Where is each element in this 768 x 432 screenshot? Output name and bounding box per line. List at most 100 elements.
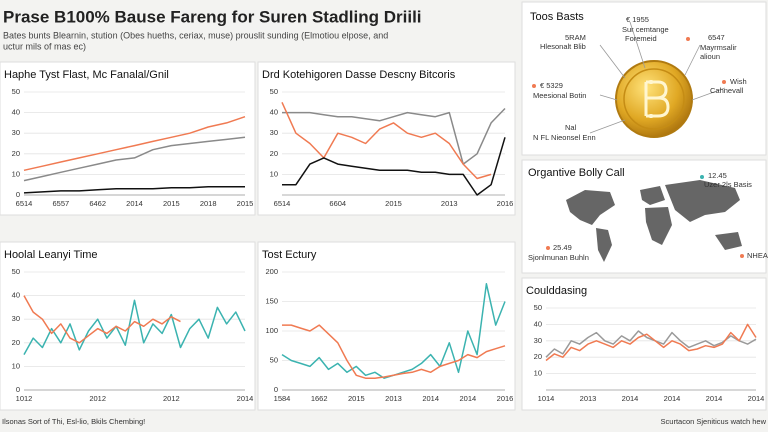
y-tick-label: 10: [270, 169, 278, 178]
subtitle: uctur mils of mas ec): [3, 41, 86, 51]
continent: [566, 190, 615, 225]
label: NHEAL: [747, 251, 768, 260]
series-line: [23, 136, 246, 182]
continent: [645, 207, 672, 245]
footer-right: Scurtacon Sjeniticus watch hew: [661, 417, 767, 426]
continent: [715, 232, 742, 250]
map-panel: Organtive Bolly Call 12.45 Uzer 2ls Basi…: [521, 159, 768, 274]
series-line: [23, 299, 246, 355]
dot: [546, 246, 550, 250]
x-tick-label: 2015: [163, 199, 180, 208]
x-tick-label: 1012: [16, 394, 33, 403]
label: Meesional Botin: [533, 91, 586, 100]
y-tick-label: 50: [270, 355, 278, 364]
y-tick-label: 30: [534, 336, 542, 345]
y-tick-label: 40: [12, 291, 20, 300]
dot: [532, 84, 536, 88]
x-tick-label: 2014: [748, 394, 765, 403]
x-tick-label: 2014: [422, 394, 439, 403]
coin-rim: [623, 68, 685, 130]
footer-left: Ilsonas Sort of Thi, Esl-lio, Bkils Chem…: [2, 417, 145, 426]
dot: [722, 80, 726, 84]
y-tick-label: 30: [12, 314, 20, 323]
panel: [257, 61, 516, 216]
connector: [629, 21, 646, 69]
bitcoin-panel: Toos Basts € 1955 Sur cemtange Foremeid …: [521, 1, 767, 156]
y-tick-label: 0: [16, 190, 20, 199]
y-tick-label: 200: [265, 267, 278, 276]
dot: [686, 37, 690, 41]
y-tick-label: 0: [16, 385, 20, 394]
coin-symbol: [644, 80, 670, 118]
x-tick-label: 2012: [89, 394, 106, 403]
chart-title: Coulddasing: [526, 285, 587, 297]
series-line: [282, 324, 506, 379]
x-tick-label: 2013: [441, 199, 458, 208]
x-tick-label: 2014: [126, 199, 143, 208]
label: Foremeid: [625, 34, 657, 43]
x-tick-label: 1662: [311, 394, 328, 403]
x-tick-label: 2015: [348, 394, 365, 403]
y-tick-label: 40: [534, 319, 542, 328]
label: Sur cemtange: [622, 25, 669, 34]
label: € 5329: [540, 81, 563, 90]
x-tick-label: 6514: [16, 199, 33, 208]
panel: [521, 277, 767, 411]
series-line: [23, 295, 181, 344]
panel-title: Organtive Bolly Call: [528, 167, 625, 179]
series-line: [282, 137, 506, 196]
label: 25.49: [553, 243, 572, 252]
x-tick-label: 1584: [274, 394, 291, 403]
x-tick-label: 2014: [706, 394, 723, 403]
y-tick-label: 0: [274, 385, 278, 394]
connector: [589, 119, 626, 134]
x-tick-label: 2013: [580, 394, 597, 403]
x-tick-label: 2018: [200, 199, 217, 208]
x-tick-label: 2015: [385, 199, 402, 208]
y-tick-label: 30: [12, 128, 20, 137]
y-tick-label: 50: [12, 87, 20, 96]
panel: [0, 241, 256, 411]
chart-title: Tost Ectury: [262, 249, 317, 261]
y-tick-label: 10: [12, 169, 20, 178]
y-tick-label: 50: [270, 87, 278, 96]
x-tick-label: 2014: [459, 394, 476, 403]
continent: [596, 228, 612, 262]
page-title: Prase B100% Bause Fareng for Suren Stadl…: [3, 7, 422, 26]
series-line: [23, 186, 245, 194]
y-tick-label: 30: [270, 128, 278, 137]
y-tick-label: 20: [270, 149, 278, 158]
y-tick-label: 40: [270, 108, 278, 117]
label: N FL Nieonsel Enn: [533, 133, 596, 142]
connector: [599, 94, 618, 101]
label: 6547: [708, 33, 725, 42]
y-tick-label: 20: [12, 338, 20, 347]
dot: [740, 254, 744, 258]
label: Mayrmsalir: [700, 43, 737, 52]
y-tick-label: 40: [12, 108, 20, 117]
x-tick-label: 2016: [497, 199, 514, 208]
subtitle: Bates bunts Blearnin, stution (Obes huet…: [3, 30, 388, 40]
x-tick-label: 6514: [274, 199, 291, 208]
series-line: [23, 115, 246, 172]
dot: [700, 175, 704, 179]
y-tick-label: 20: [12, 149, 20, 158]
y-tick-label: 10: [12, 361, 20, 370]
label: € 1955: [626, 15, 649, 24]
continent: [665, 180, 740, 222]
label: Wish: [730, 77, 747, 86]
y-tick-label: 100: [265, 326, 278, 335]
x-tick-label: 2013: [385, 394, 402, 403]
x-tick-label: 6557: [52, 199, 69, 208]
label: 12.45: [708, 171, 727, 180]
panel: [257, 241, 516, 411]
panel-title: Toos Basts: [530, 11, 584, 23]
series-line: [545, 323, 757, 362]
series-line: [545, 330, 757, 358]
panel: [521, 159, 767, 274]
continent: [640, 186, 665, 205]
y-tick-label: 50: [12, 267, 20, 276]
y-tick-label: 10: [534, 369, 542, 378]
label: Cahnevall: [710, 86, 744, 95]
